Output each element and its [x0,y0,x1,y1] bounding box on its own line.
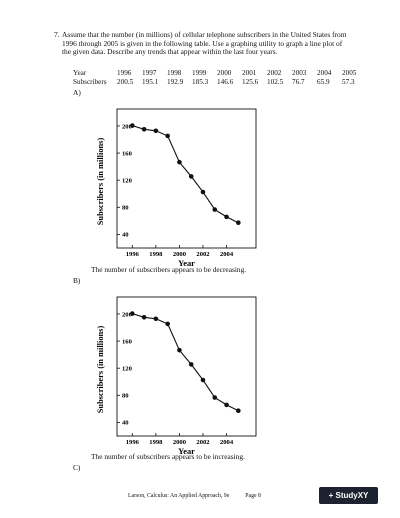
data-point [236,220,241,226]
y-tick-label: 120 [122,177,133,184]
x-tick-label: 2004 [220,439,234,446]
data-line [132,125,239,224]
data-point [177,347,182,353]
data-point [153,128,159,134]
table-cell-subscribers: 125.6 [242,78,259,87]
table-row-years: Year 1996 1997 1998 1999 2000 2001 2002 2003 200… [73,69,373,78]
y-axis-label: Subscribers (in millions) [96,138,105,226]
studyxy-logo: + StudyXY [319,487,378,504]
question-text: Assume that the number (in millions) of … [62,30,347,57]
x-axis-label: Year [178,447,195,456]
data-point [153,316,159,322]
y-tick-label: 40 [122,232,129,239]
data-point [130,123,135,128]
table-cell-year: 2003 [292,69,307,77]
table-cell-subscribers: 102.5 [267,78,284,87]
option-b-label: B) [73,276,81,285]
data-point [212,207,218,212]
table-cell-year: 2000 [217,69,232,77]
data-point [165,133,170,139]
data-point [141,314,147,320]
table-row-label: Subscribers [73,78,107,87]
table-cell-subscribers: 76.7 [292,78,305,87]
footer-book: Larson, Calculus: An Applied Approach, 9… [128,493,230,499]
table-cell-year: 1996 [117,69,132,77]
data-point [224,214,229,220]
data-point [212,395,218,400]
y-tick-label: 200 [122,311,133,318]
data-table: Year 1996 1997 1998 1999 2000 2001 2002 2003 200… [73,69,373,87]
table-cell-subscribers: 185.3 [192,78,209,87]
table-cell-subscribers: 57.3 [342,78,355,87]
data-point [165,321,170,327]
footer-page: Page 8 [245,493,261,499]
table-cell-subscribers: 200.5 [117,78,134,87]
table-cell-subscribers: 65.9 [317,78,330,87]
x-tick-label: 1998 [149,439,163,446]
table-cell-year: 2005 [342,69,357,77]
x-tick-label: 1998 [149,251,163,258]
y-tick-label: 80 [122,205,129,212]
data-point [188,174,194,179]
plot-frame [116,296,257,437]
data-point [200,189,206,195]
table-row-label: Year [73,69,87,77]
y-tick-label: 40 [122,420,129,427]
y-tick-label: 80 [122,393,129,400]
y-tick-label: 120 [122,365,133,372]
option-a-label: A) [73,88,81,97]
table-cell-year: 2001 [242,69,257,77]
table-cell-subscribers: 195.1 [142,78,159,87]
table-cell-subscribers: 192.9 [167,78,184,87]
option-a-caption: The number of subscribers appears to be … [91,265,247,274]
y-axis-label: Subscribers (in millions) [96,326,105,414]
plot-frame [116,108,257,249]
x-tick-label: 2002 [196,439,210,446]
data-point [236,408,241,414]
y-tick-label: 160 [122,150,133,157]
page-footer: Larson, Calculus: An Applied Approach, 9… [128,493,261,499]
data-point [188,362,194,367]
x-tick-label: 1996 [126,439,140,446]
y-tick-label: 200 [122,123,133,130]
y-tick-label: 160 [122,338,133,345]
table-cell-year: 1997 [142,69,157,77]
data-point [130,311,135,316]
data-point [224,402,229,408]
question-block: 7. Assume that the number (in millions) … [54,30,352,57]
option-b-caption: The number of subscribers appears to be … [91,452,245,461]
x-tick-label: 2004 [220,251,234,258]
question-number: 7. [54,30,60,39]
x-tick-label: 2000 [173,439,187,446]
data-point [177,159,182,165]
data-point [200,377,206,383]
x-tick-label: 1996 [126,251,140,258]
x-tick-label: 2000 [173,251,187,258]
x-axis-label: Year [178,259,195,268]
data-point [141,126,147,132]
x-tick-label: 2002 [196,251,210,258]
table-cell-year: 1999 [192,69,207,77]
table-row-subscribers: Subscribers 200.5 195.1 192.9 185.3 146.6 125… [73,78,373,87]
table-cell-year: 2004 [317,69,332,77]
data-line [132,313,239,412]
table-cell-subscribers: 146.6 [217,78,234,87]
table-cell-year: 2002 [267,69,282,77]
option-c-label: C) [73,463,81,472]
table-cell-year: 1998 [167,69,182,77]
